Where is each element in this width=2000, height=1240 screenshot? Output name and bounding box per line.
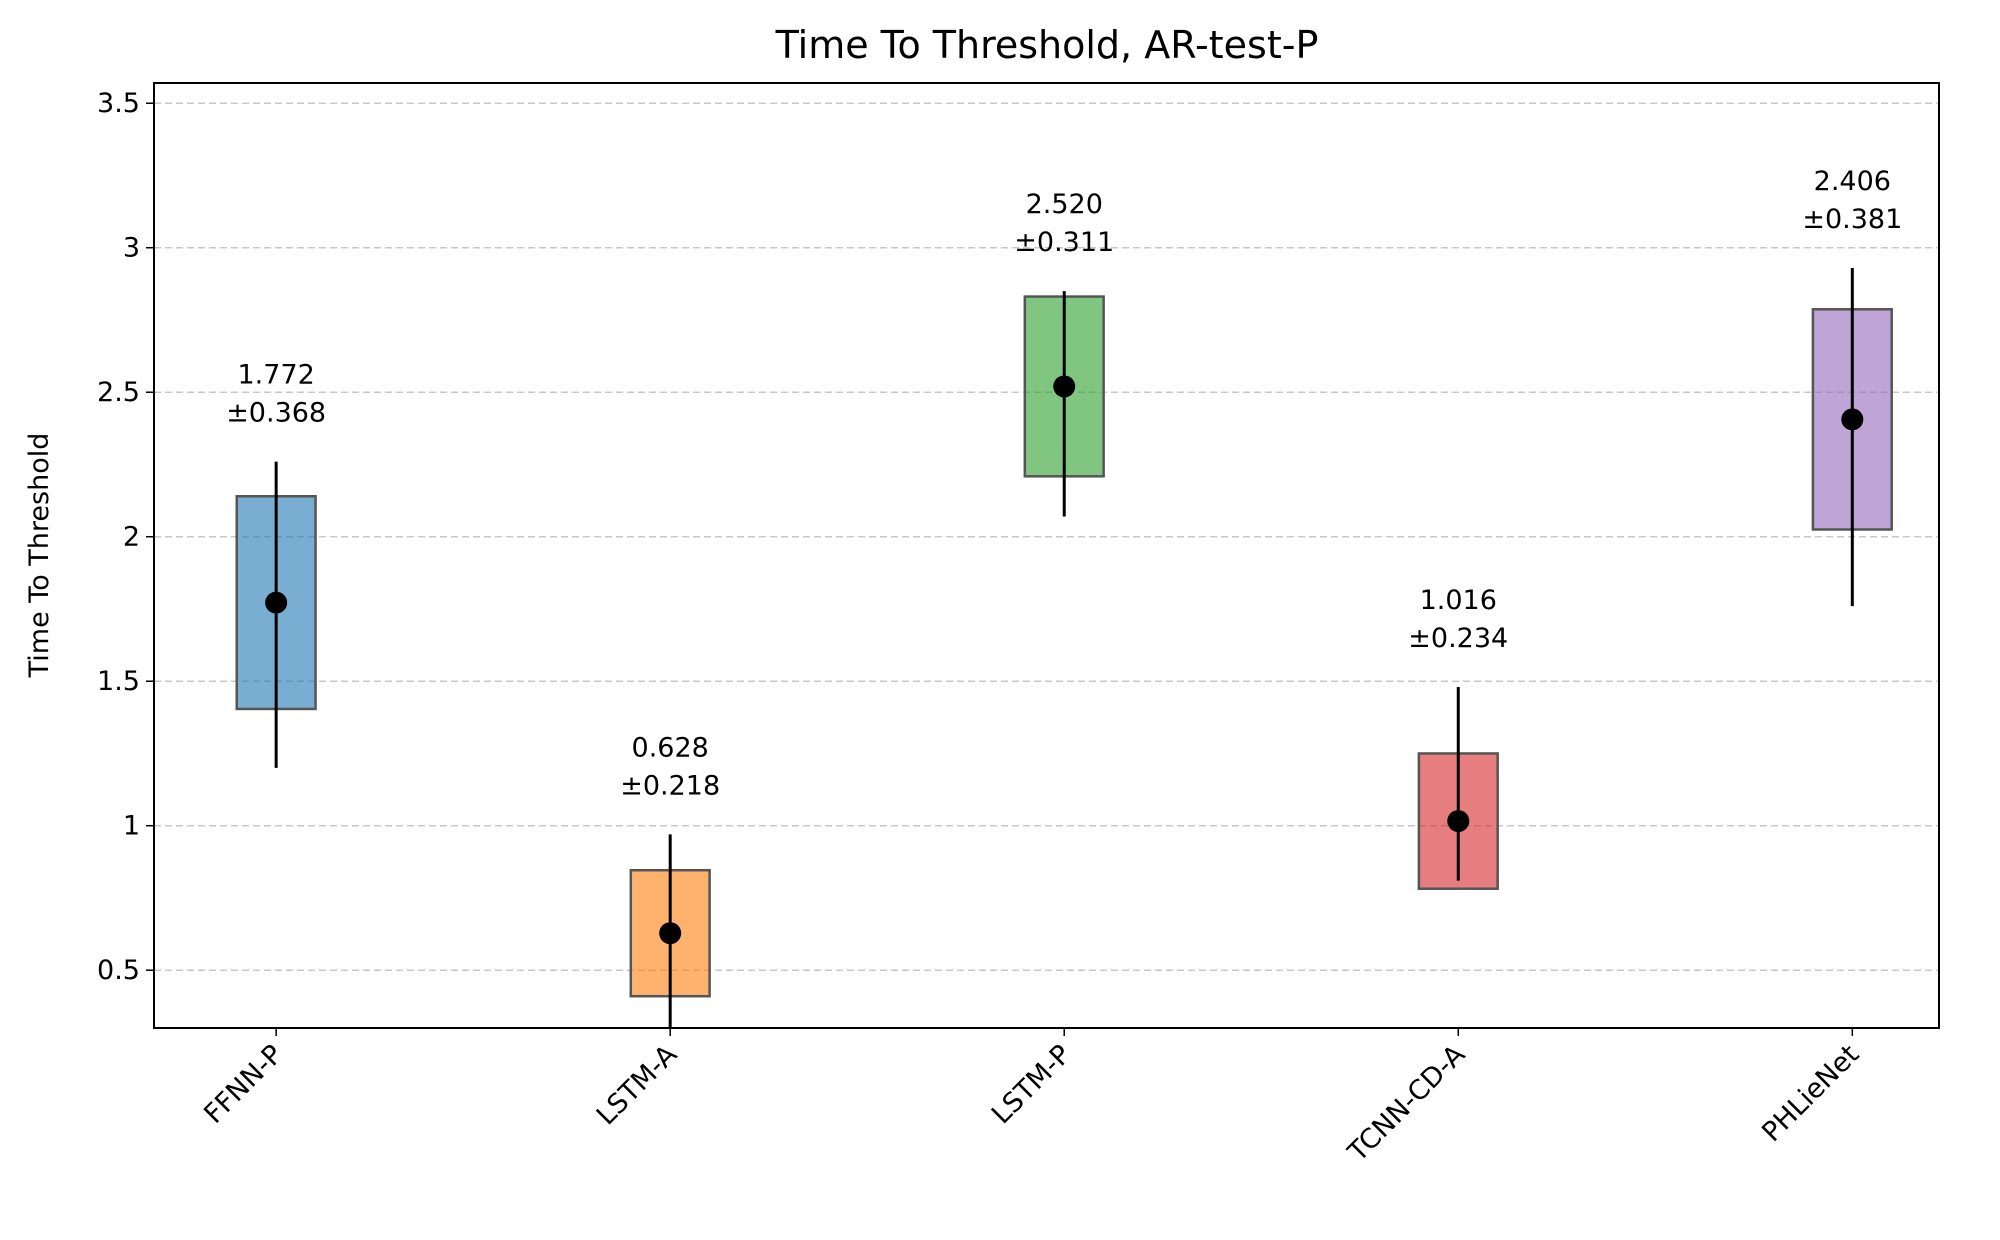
y-tick-label: 1 bbox=[123, 811, 140, 842]
x-tick-label: PHLieNet bbox=[1756, 1039, 1865, 1148]
mean-point bbox=[1447, 810, 1470, 833]
x-tick-label: LSTM-P bbox=[986, 1039, 1077, 1130]
chart-title: Time To Threshold, AR-test-P bbox=[775, 23, 1319, 67]
value-label: 2.406 bbox=[1814, 166, 1891, 197]
value-label: 1.772 bbox=[238, 360, 315, 391]
y-tick-label: 2.5 bbox=[97, 377, 140, 408]
error-label: ±0.218 bbox=[620, 770, 720, 801]
value-label: 1.016 bbox=[1420, 585, 1497, 616]
error-label: ±0.311 bbox=[1014, 227, 1114, 258]
y-tick-label: 1.5 bbox=[97, 666, 140, 697]
y-tick-label: 3.5 bbox=[97, 88, 140, 119]
mean-point bbox=[659, 922, 682, 945]
x-tick-label: FFNN-P bbox=[198, 1039, 289, 1130]
error-label: ±0.234 bbox=[1408, 623, 1508, 654]
mean-point bbox=[1841, 408, 1864, 431]
mean-point bbox=[1053, 375, 1076, 398]
y-axis-label: Time To Threshold bbox=[24, 433, 55, 679]
x-tick-label: TCNN-CD-A bbox=[1342, 1039, 1472, 1169]
value-label: 2.520 bbox=[1026, 189, 1103, 220]
y-tick-label: 3 bbox=[123, 233, 140, 264]
x-tick-label: LSTM-A bbox=[591, 1039, 684, 1132]
value-label: 0.628 bbox=[632, 732, 709, 763]
plot-frame bbox=[153, 82, 1940, 1029]
error-label: ±0.368 bbox=[226, 398, 326, 429]
y-tick-label: 2 bbox=[123, 522, 140, 553]
y-tick-label: 0.5 bbox=[97, 955, 140, 986]
mean-point bbox=[265, 591, 288, 614]
plot-area bbox=[235, 267, 1893, 1028]
error-label: ±0.381 bbox=[1802, 204, 1902, 235]
